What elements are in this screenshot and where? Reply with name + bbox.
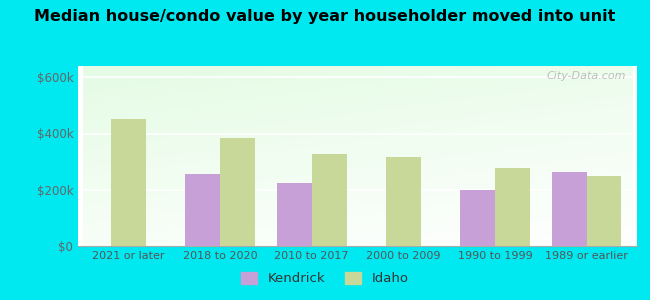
Bar (460, 190, 495, 246)
Bar (552, 172, 586, 246)
Bar (185, 174, 220, 246)
Bar (277, 183, 312, 246)
Bar (312, 154, 346, 246)
Bar (586, 176, 621, 246)
Text: Median house/condo value by year householder moved into unit: Median house/condo value by year househo… (34, 9, 616, 24)
Bar (495, 168, 530, 246)
Text: City-Data.com: City-Data.com (546, 71, 626, 81)
Legend: Kendrick, Idaho: Kendrick, Idaho (236, 266, 414, 290)
Bar (220, 138, 255, 246)
Bar (111, 119, 146, 246)
Bar (386, 157, 421, 246)
